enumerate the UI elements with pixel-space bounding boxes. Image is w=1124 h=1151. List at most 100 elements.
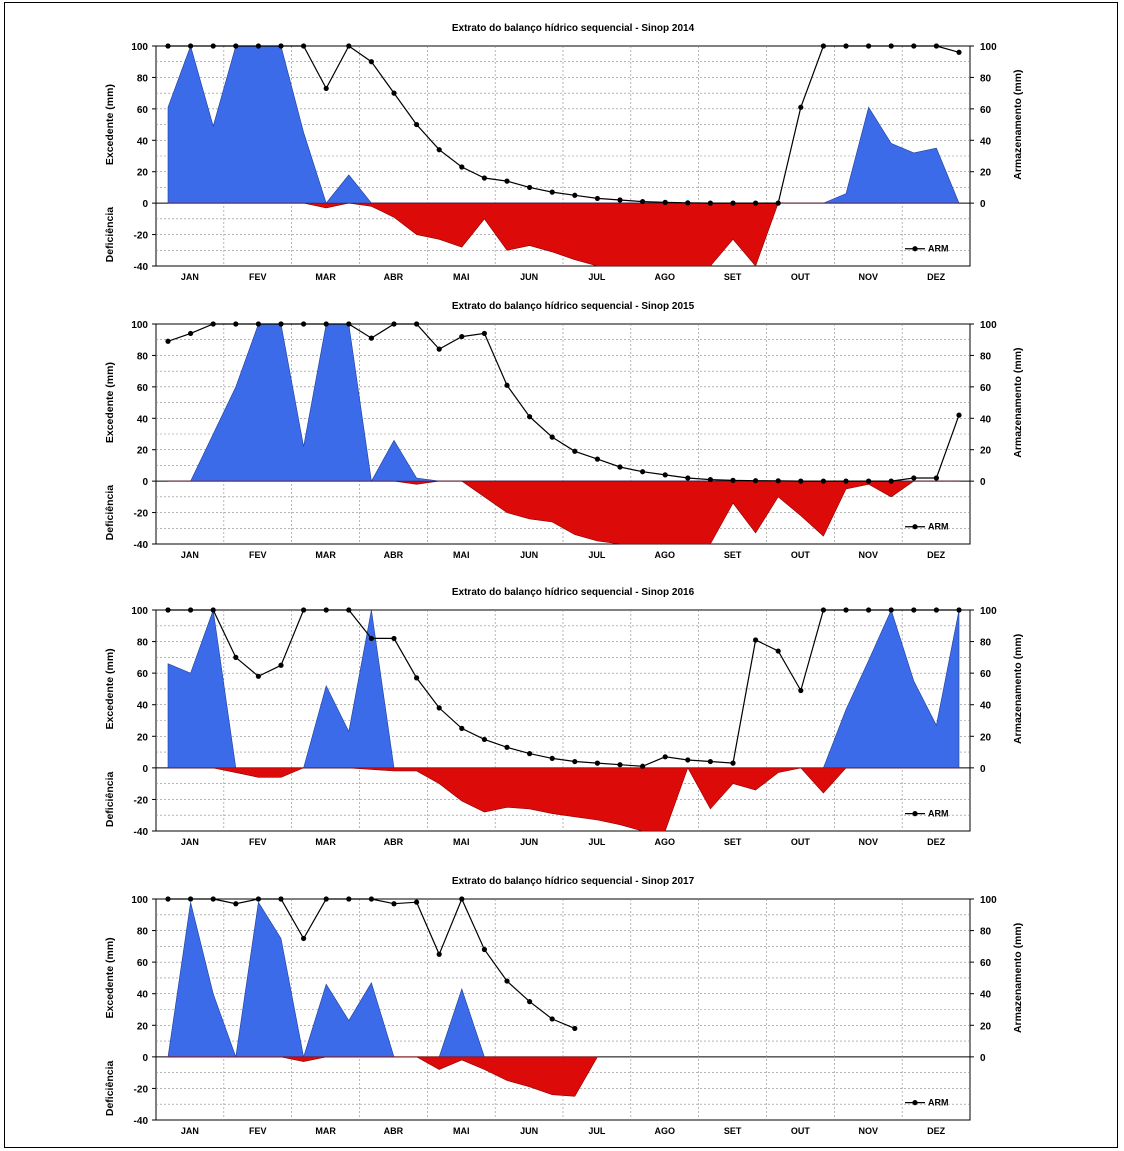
arm-point <box>888 43 894 49</box>
y-axis-label-deficiencia: Deficiência <box>104 207 116 263</box>
arm-point <box>233 901 239 907</box>
y-axis-label-excedente: Excedente (mm) <box>104 84 116 165</box>
y-axis-label-deficiencia: Deficiência <box>104 772 116 828</box>
arm-point <box>255 43 261 49</box>
arm-point <box>188 330 194 337</box>
arm-point <box>775 648 781 654</box>
arm-point <box>165 338 171 344</box>
month-label: MAI <box>453 1126 470 1136</box>
arm-point <box>233 43 239 49</box>
arm-point <box>255 896 261 902</box>
month-label: ABR <box>384 1126 404 1136</box>
month-label: MAI <box>453 550 470 560</box>
y-tick-left: 20 <box>137 1021 149 1032</box>
y-tick-left: 100 <box>131 320 148 331</box>
y-tick-right: 40 <box>980 701 992 712</box>
y-tick-right: 20 <box>980 446 992 457</box>
month-label: OUT <box>791 272 811 282</box>
month-label: JUL <box>588 837 606 847</box>
arm-point <box>820 478 827 484</box>
arm-point <box>504 382 510 388</box>
arm-point <box>391 90 397 96</box>
arm-point <box>617 197 623 203</box>
arm-point <box>323 85 329 92</box>
month-label: NOV <box>858 550 878 560</box>
y-tick-left: 80 <box>137 351 149 362</box>
arm-point <box>730 477 736 483</box>
arm-point <box>956 607 962 613</box>
arm-point <box>933 607 940 613</box>
month-label: JUL <box>588 272 606 282</box>
month-label: JAN <box>181 1126 199 1136</box>
deficiencia-area <box>167 480 960 545</box>
chart-3: Extrato do balanço hídrico sequencial - … <box>104 587 1024 847</box>
y-tick-left: 60 <box>137 669 149 680</box>
arm-point <box>866 478 872 484</box>
arm-point <box>210 43 216 49</box>
y-tick-left: 40 <box>137 990 149 1001</box>
y-tick-left: 0 <box>142 477 148 488</box>
legend-label: ARM <box>928 244 949 254</box>
month-label: DEZ <box>927 272 946 282</box>
month-label: AGO <box>654 272 675 282</box>
arm-point <box>549 434 555 440</box>
y-tick-right: 100 <box>980 606 997 617</box>
month-label: AGO <box>654 550 675 560</box>
month-label: SET <box>724 1126 742 1136</box>
arm-point <box>662 472 668 478</box>
arm-point <box>956 412 962 418</box>
chart-title: Extrato do balanço hídrico sequencial - … <box>452 876 695 887</box>
arm-line <box>168 45 960 204</box>
arm-point <box>391 321 397 327</box>
arm-point <box>753 637 759 643</box>
arm-point <box>685 200 691 206</box>
arm-point <box>572 448 578 454</box>
arm-point <box>866 43 872 49</box>
month-label: JUN <box>520 837 538 847</box>
arm-point <box>911 43 917 49</box>
arm-point <box>549 755 555 761</box>
arm-point <box>820 607 827 613</box>
month-label: OUT <box>791 1126 811 1136</box>
arm-point <box>640 198 646 205</box>
arm-point <box>798 687 804 694</box>
y-tick-left: 60 <box>137 958 149 969</box>
arm-point <box>233 321 239 327</box>
arm-point <box>210 321 216 327</box>
chart-title: Extrato do balanço hídrico sequencial - … <box>452 301 695 312</box>
arm-point <box>527 999 533 1005</box>
y-tick-right: 0 <box>980 1053 986 1064</box>
month-label: DEZ <box>927 837 946 847</box>
y-tick-left: -40 <box>134 827 149 838</box>
arm-point <box>820 43 827 49</box>
y-tick-right: 20 <box>980 168 992 179</box>
month-label: FEV <box>249 550 267 560</box>
arm-point <box>527 751 533 757</box>
y-tick-right: 40 <box>980 136 992 147</box>
month-label: ABR <box>384 837 404 847</box>
arm-point <box>707 200 714 206</box>
y-tick-right: 60 <box>980 105 992 116</box>
arm-point <box>481 946 487 953</box>
y-tick-left: -20 <box>134 795 149 806</box>
legend-label: ARM <box>928 522 949 532</box>
legend-marker <box>912 1100 918 1106</box>
y-axis-label-armazenamento: Armazenamento (mm) <box>1012 923 1024 1033</box>
arm-point <box>594 456 601 462</box>
arm-point <box>730 200 736 206</box>
arm-point <box>368 896 374 902</box>
arm-point <box>481 175 487 181</box>
arm-point <box>707 758 714 765</box>
arm-point <box>798 104 804 110</box>
arm-point <box>798 478 804 484</box>
month-label: MAR <box>315 1126 336 1136</box>
arm-point <box>685 757 691 763</box>
y-axis-label-excedente: Excedente (mm) <box>104 648 116 729</box>
arm-point <box>255 321 261 327</box>
chart-title: Extrato do balanço hídrico sequencial - … <box>452 587 695 598</box>
arm-point <box>188 607 194 613</box>
arm-point <box>301 321 307 327</box>
month-label: JAN <box>181 837 199 847</box>
y-tick-left: 100 <box>131 895 148 906</box>
